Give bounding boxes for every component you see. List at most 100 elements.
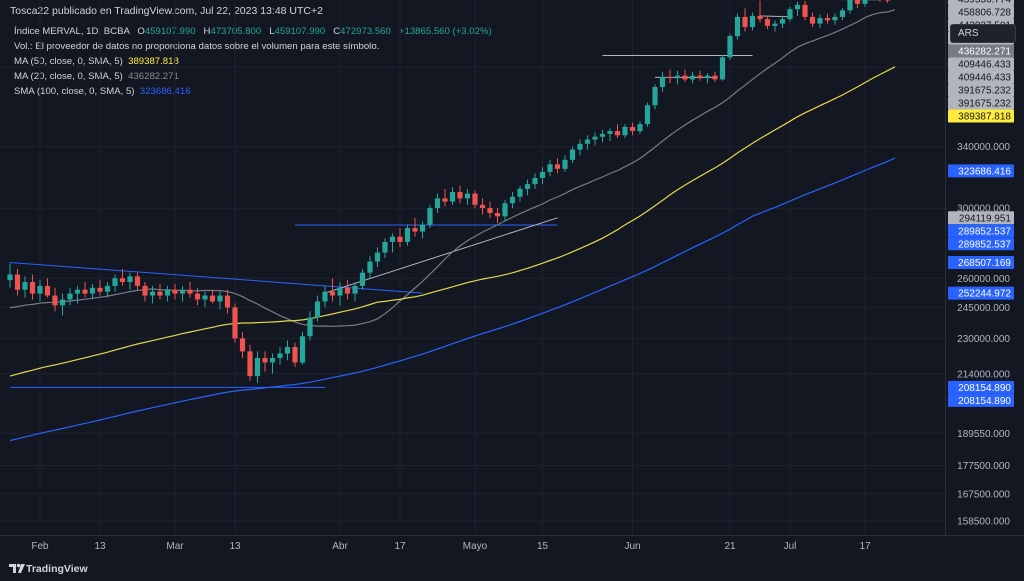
candle-body[interactable] [82, 289, 88, 294]
candle-body[interactable] [547, 164, 553, 172]
candle-body[interactable] [389, 236, 396, 242]
candle-body[interactable] [277, 353, 283, 358]
candle-body[interactable] [742, 16, 748, 27]
candle-body[interactable] [817, 18, 823, 24]
candles[interactable] [7, 0, 897, 384]
candle-body[interactable] [89, 287, 96, 294]
candle-body[interactable] [269, 357, 276, 363]
candle-body[interactable] [517, 188, 523, 197]
candle-body[interactable] [359, 272, 366, 286]
candle-body[interactable] [104, 285, 111, 292]
candle-body[interactable] [442, 198, 448, 202]
candle-body[interactable] [22, 282, 28, 290]
candle-body[interactable] [682, 75, 688, 80]
candle-body[interactable] [344, 287, 351, 294]
candle-body[interactable] [824, 18, 831, 21]
candle-body[interactable] [457, 192, 463, 199]
candle-body[interactable] [239, 338, 246, 352]
candle-body[interactable] [307, 317, 313, 337]
candle-body[interactable] [697, 75, 703, 79]
candle-body[interactable] [29, 282, 36, 294]
candle-body[interactable] [734, 16, 741, 37]
candle-body[interactable] [487, 208, 493, 214]
candle-body[interactable] [67, 293, 73, 300]
candle-body[interactable] [367, 261, 373, 273]
candle-body[interactable] [262, 357, 268, 363]
trend-line[interactable] [759, 15, 791, 18]
candle-body[interactable] [127, 276, 133, 283]
candle-body[interactable] [884, 0, 891, 1]
candle-body[interactable] [772, 23, 778, 26]
candle-body[interactable] [59, 299, 66, 306]
candle-body[interactable] [157, 291, 163, 296]
candle-body[interactable] [322, 291, 328, 302]
candle-body[interactable] [247, 351, 253, 377]
candle-body[interactable] [554, 164, 561, 169]
candle-body[interactable] [397, 236, 403, 242]
candle-body[interactable] [382, 241, 388, 253]
candle-body[interactable] [427, 208, 433, 225]
candle-body[interactable] [52, 295, 58, 306]
candle-body[interactable] [419, 224, 426, 232]
candle-body[interactable] [404, 228, 411, 242]
candle-body[interactable] [472, 193, 478, 205]
candle-body[interactable] [509, 196, 516, 204]
candle-body[interactable] [502, 203, 508, 217]
candle-body[interactable] [7, 274, 13, 281]
price-chart[interactable]: 400000.000340000.000300000.000260000.000… [0, 0, 1024, 557]
candle-body[interactable] [809, 16, 816, 24]
candle-body[interactable] [659, 76, 666, 88]
candle-body[interactable] [719, 57, 726, 80]
candle-body[interactable] [329, 291, 336, 296]
candle-body[interactable] [562, 159, 568, 169]
candle-body[interactable] [292, 347, 298, 363]
candle-body[interactable] [254, 357, 261, 377]
candle-body[interactable] [539, 171, 546, 178]
candle-body[interactable] [374, 252, 381, 262]
candle-body[interactable] [134, 276, 141, 286]
candle-body[interactable] [179, 289, 186, 294]
candle-body[interactable] [667, 76, 673, 79]
candle-body[interactable] [479, 204, 486, 209]
candle-body[interactable] [187, 289, 193, 294]
trend-line[interactable] [324, 217, 558, 294]
candle-body[interactable] [764, 19, 771, 26]
candle-body[interactable] [779, 19, 786, 24]
indicator-ma50[interactable]: MA (50, close, 0, SMA, 5) 389387.818 [14, 54, 492, 69]
candle-body[interactable] [854, 0, 861, 4]
candle-body[interactable] [689, 75, 696, 80]
candle-body[interactable] [202, 295, 208, 300]
candle-body[interactable] [74, 289, 81, 294]
candle-body[interactable] [577, 143, 583, 150]
candle-body[interactable] [494, 213, 501, 217]
candle-body[interactable] [37, 285, 43, 294]
candle-body[interactable] [712, 75, 718, 80]
candle-body[interactable] [14, 274, 21, 290]
candle-body[interactable] [532, 177, 538, 185]
candle-body[interactable] [584, 139, 591, 144]
candle-body[interactable] [172, 289, 178, 294]
candle-body[interactable] [787, 9, 793, 20]
candle-body[interactable] [644, 105, 651, 125]
candle-body[interactable] [847, 0, 853, 11]
candle-body[interactable] [412, 228, 418, 232]
candle-body[interactable] [674, 75, 681, 79]
candle-body[interactable] [299, 336, 306, 363]
candle-body[interactable] [637, 124, 643, 132]
candle-body[interactable] [337, 287, 343, 296]
candle-body[interactable] [449, 192, 456, 202]
indicator-ma20[interactable]: MA (20, close, 0, SMA, 5) 436282.271 [14, 69, 492, 84]
candle-body[interactable] [209, 295, 216, 302]
candle-body[interactable] [112, 278, 118, 286]
candle-body[interactable] [727, 36, 733, 58]
candle-body[interactable] [622, 126, 628, 136]
candle-body[interactable] [434, 198, 441, 209]
candle-body[interactable] [614, 131, 621, 136]
candle-body[interactable] [749, 15, 756, 27]
candle-body[interactable] [284, 347, 291, 354]
candle-body[interactable] [44, 285, 51, 296]
currency-button[interactable]: ARS [950, 24, 1016, 43]
time-axis[interactable]: Feb 13 Mar 13 Abr 17 Mayo 15 Jun 21 Jul 17 [31, 541, 871, 552]
candle-body[interactable] [164, 289, 171, 296]
candle-body[interactable] [524, 184, 531, 189]
